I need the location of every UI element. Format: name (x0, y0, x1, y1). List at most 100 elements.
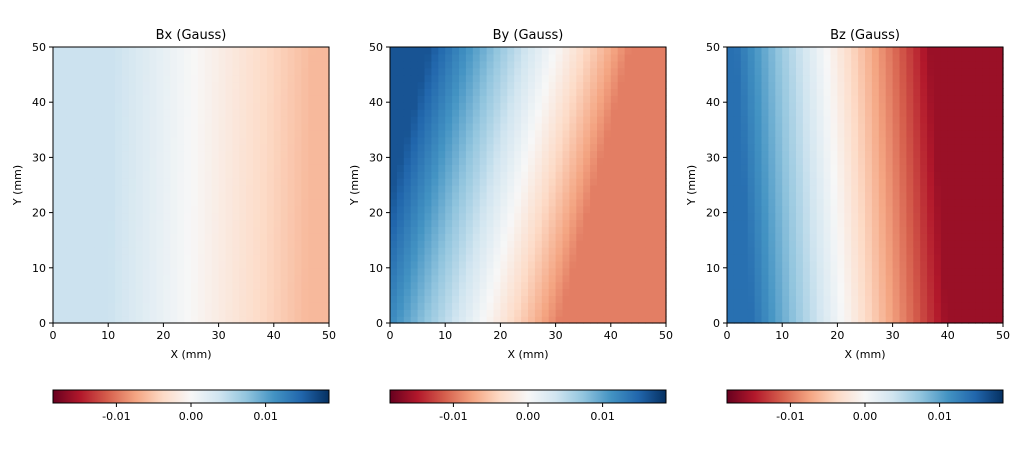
heatmap-cell (982, 302, 990, 310)
heatmap-cell (438, 47, 446, 55)
heatmap-cell (727, 81, 735, 89)
heatmap-cell (996, 295, 1004, 303)
heatmap-cell (135, 233, 144, 241)
heatmap-cell (59, 164, 68, 172)
heatmap-cell (934, 226, 942, 234)
heatmap-cell (301, 150, 309, 158)
heatmap-cell (528, 205, 536, 214)
heatmap-cell (961, 136, 970, 145)
heatmap-cell (754, 185, 763, 193)
heatmap-cell (266, 260, 275, 269)
heatmap-cell (782, 116, 790, 124)
heatmap-cell (590, 191, 598, 200)
heatmap-cell (631, 67, 639, 76)
heatmap-cell (493, 316, 501, 324)
heatmap-cell (260, 88, 268, 96)
heatmap-cell (459, 109, 467, 117)
heatmap-cell (101, 247, 109, 255)
heatmap-cell (934, 254, 942, 262)
heatmap-cell (809, 185, 818, 193)
heatmap-cell (459, 60, 467, 69)
heatmap-cell (617, 81, 626, 89)
heatmap-cell (191, 171, 199, 179)
heatmap-cell (322, 47, 330, 55)
heatmap-cell (761, 212, 769, 221)
heatmap-cell (796, 53, 804, 62)
heatmap-cell (486, 247, 495, 255)
heatmap-cell (920, 198, 928, 207)
heatmap-cell (438, 219, 446, 227)
heatmap-cell (287, 116, 296, 124)
heatmap-cell (211, 288, 220, 296)
heatmap-cell (177, 88, 185, 96)
heatmap-cell (170, 102, 178, 110)
heatmap-cell (184, 274, 192, 283)
heatmap-cell (768, 205, 776, 214)
heatmap-cell (747, 309, 756, 317)
heatmap-cell (225, 164, 233, 172)
heatmap-cell (211, 219, 220, 227)
heatmap-cell (500, 185, 508, 193)
heatmap-cell (315, 233, 323, 241)
heatmap-cell (177, 219, 185, 227)
heatmap-cell (280, 281, 289, 290)
heatmap-cell (500, 150, 508, 158)
heatmap-cell (844, 109, 852, 117)
heatmap-cell (280, 267, 289, 276)
heatmap-cell (204, 288, 213, 296)
heatmap-cell (266, 316, 275, 324)
heatmap-cell (796, 295, 804, 303)
heatmap-cell (934, 116, 942, 124)
heatmap-cell (493, 81, 501, 89)
heatmap-cell (424, 185, 432, 193)
heatmap-cell (597, 212, 605, 221)
heatmap-cell (507, 302, 515, 310)
heatmap-cell (128, 47, 137, 55)
heatmap-cell (989, 288, 997, 296)
heatmap-cell (816, 164, 825, 172)
heatmap-cell (417, 198, 426, 207)
heatmap-cell (390, 212, 398, 221)
heatmap-cell (170, 281, 178, 290)
heatmap-cell (885, 116, 894, 124)
heatmap-cell (775, 81, 783, 89)
heatmap-cell (170, 274, 178, 283)
heatmap-cell (287, 67, 296, 76)
heatmap-cell (844, 60, 852, 69)
heatmap-cell (260, 205, 268, 214)
heatmap-cell (733, 81, 742, 89)
heatmap-cell (239, 53, 247, 62)
heatmap-cell (472, 95, 481, 103)
heatmap-cell (142, 260, 151, 269)
heatmap-cell (403, 185, 412, 193)
heatmap-cell (652, 247, 660, 255)
heatmap-cell (87, 95, 95, 103)
heatmap-cell (122, 309, 130, 317)
heatmap-cell (403, 109, 412, 117)
heatmap-cell (638, 53, 646, 62)
heatmap-cell (163, 47, 171, 55)
heatmap-cell (610, 178, 619, 186)
heatmap-cell (410, 240, 419, 248)
heatmap-cell (184, 191, 192, 200)
heatmap-cell (899, 47, 907, 55)
heatmap-cell (816, 240, 825, 248)
heatmap-cell (486, 295, 495, 303)
heatmap-cell (438, 74, 446, 83)
heatmap-cell (823, 95, 832, 103)
heatmap-cell (562, 109, 570, 117)
heatmap-cell (947, 74, 956, 83)
heatmap-cell (528, 233, 536, 241)
heatmap-cell (871, 260, 880, 269)
heatmap-cell (197, 185, 206, 193)
heatmap-cell (156, 309, 164, 317)
heatmap-cell (823, 67, 832, 76)
heatmap-cell (733, 254, 742, 262)
heatmap-cell (659, 247, 667, 255)
heatmap-cell (851, 150, 859, 158)
x-tick-label: 40 (604, 329, 618, 342)
heatmap-cell (597, 109, 605, 117)
heatmap-cell (177, 274, 185, 283)
heatmap-cell (754, 288, 763, 296)
heatmap-cell (135, 150, 144, 158)
